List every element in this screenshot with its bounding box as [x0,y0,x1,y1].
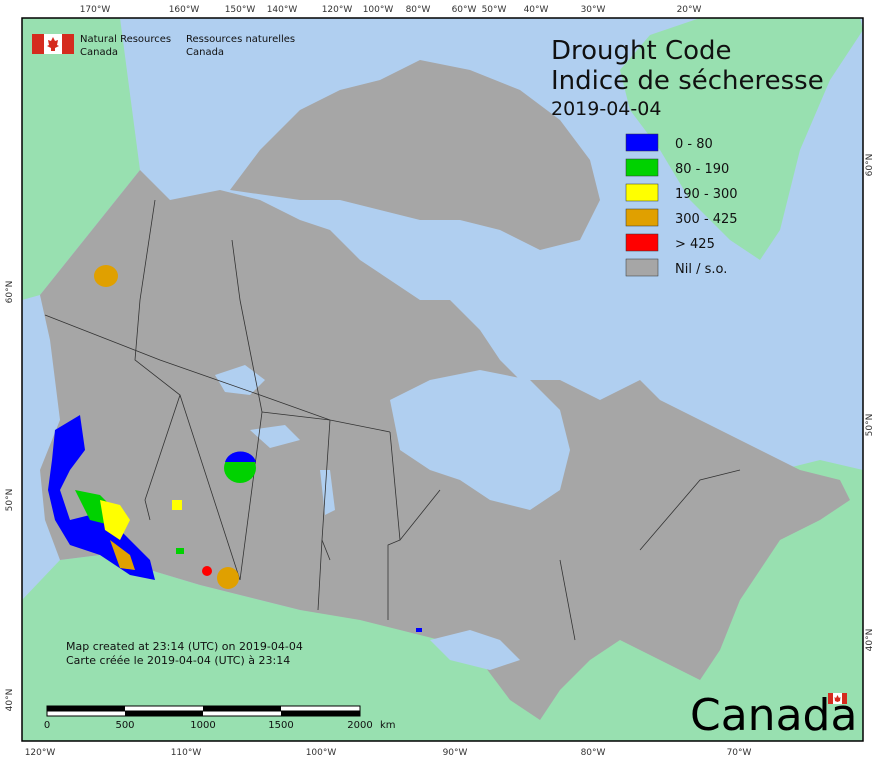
tick-left: 40°N [5,689,15,712]
tick-bottom: 80°W [581,748,606,758]
tick-top: 60°W [452,5,477,15]
tick-top: 160°W [169,5,200,15]
map-title-fr: Indice de sécheresse [551,66,824,96]
provincial-borders [44,199,741,641]
legend-label: Nil / s.o. [675,262,727,277]
great-slave-lake [250,425,300,448]
alaska-land [22,18,140,300]
tick-top: 100°W [363,5,394,15]
lake-winnipeg [320,470,335,515]
area-300-425-sk [217,567,239,589]
created-note-en: Map created at 23:14 (UTC) on 2019-04-04 [66,640,303,653]
area-0-80-nwt [225,451,256,462]
area-over-425-sk [202,566,212,576]
area-300-425-yukon [94,265,118,287]
tick-bottom: 90°W [443,748,468,758]
tick-top: 120°W [322,5,353,15]
scale-label: 1500 [268,720,293,731]
agency-fr-line1: Ressources naturelles [186,34,295,45]
canada-flag-icon [32,34,74,54]
legend-label: 300 - 425 [675,212,738,227]
area-300-425-bc [110,540,135,570]
tick-top: 140°W [267,5,298,15]
created-note-fr: Carte créée le 2019-04-04 (UTC) à 23:14 [66,654,290,667]
arctic-islands [230,60,600,250]
area-190-300-bc [100,500,130,540]
map-border [21,17,864,742]
tick-left: 50°N [5,489,15,512]
drought-areas [48,265,422,632]
scale-label: 1000 [190,720,215,731]
agency-en-line1: Natural Resources [80,34,171,45]
tick-left: 60°N [5,281,15,304]
legend-label: 80 - 190 [675,162,729,177]
tick-right: 40°N [865,629,875,652]
hudson-bay [390,370,570,510]
usa-land [22,460,863,741]
tick-bottom: 70°W [727,748,752,758]
legend-swatch [625,258,659,277]
map-date: 2019-04-04 [551,98,661,120]
legend: 0 - 80 80 - 190 190 - 300 300 - 425 > 42… [625,133,738,277]
area-0-80-on [416,628,422,632]
right-ticks: 60°N 50°N 40°N [865,154,875,652]
bottom-ticks: 120°W 110°W 100°W 90°W 80°W 70°W [25,748,752,758]
legend-label: > 425 [675,237,715,252]
canada-wordmark: Canada [690,690,857,741]
legend-swatch [625,233,659,252]
area-80-190-ab [176,548,184,554]
tick-right: 50°N [865,414,875,437]
tick-top: 170°W [80,5,111,15]
legend-label: 190 - 300 [675,187,738,202]
tick-top: 50°W [482,5,507,15]
area-190-300-ab [172,500,182,510]
tick-top: 150°W [225,5,256,15]
legend-label: 0 - 80 [675,137,713,152]
tick-right: 60°N [865,154,875,177]
scale-unit: km [380,720,396,731]
tick-top: 30°W [581,5,606,15]
agency-header: Natural Resources Canada Ressources natu… [32,34,295,58]
agency-en-line2: Canada [80,47,118,58]
tick-top: 40°W [524,5,549,15]
left-ticks: 60°N 50°N 40°N [5,281,15,712]
legend-swatch [625,158,659,177]
legend-swatch [625,183,659,202]
tick-top: 80°W [406,5,431,15]
greenland-land [620,18,863,260]
wordmark-flag-icon [828,693,847,704]
tick-bottom: 100°W [306,748,337,758]
map-title-en: Drought Code [551,36,732,66]
tick-bottom: 120°W [25,748,56,758]
scale-label: 2000 [347,720,372,731]
tick-top: 20°W [677,5,702,15]
great-lakes [430,630,520,670]
legend-swatch [625,208,659,227]
agency-fr-line2: Canada [186,47,224,58]
scale-bar: 0 500 1000 1500 2000 km [44,705,396,731]
tick-bottom: 110°W [171,748,202,758]
great-bear-lake [215,365,265,395]
scale-label: 500 [115,720,134,731]
top-ticks: 170°W 160°W 150°W 140°W 120°W 100°W 80°W… [80,5,702,15]
scale-label: 0 [44,720,50,731]
area-0-80-bc-coast [48,415,155,580]
legend-swatch [625,133,659,152]
